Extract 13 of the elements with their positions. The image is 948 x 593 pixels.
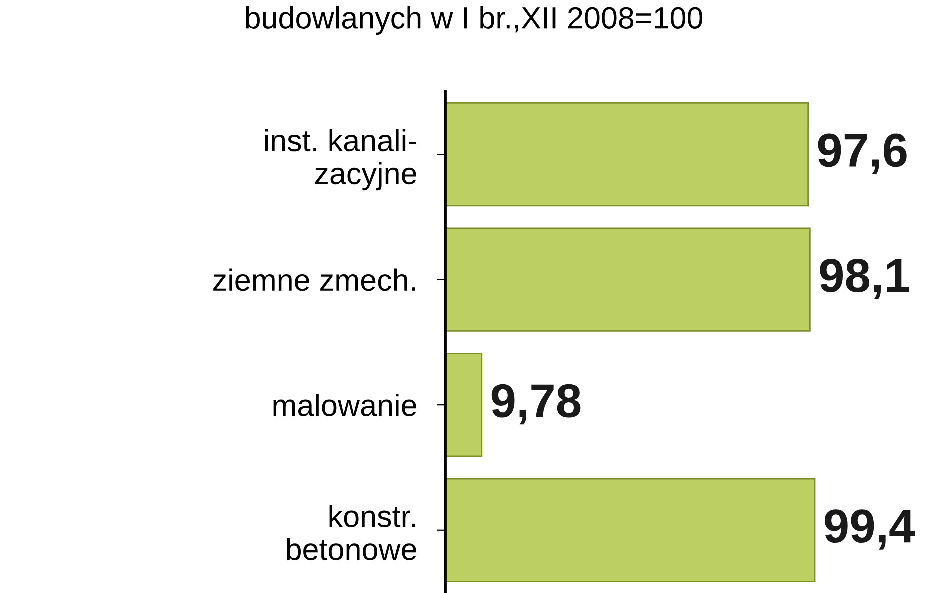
bar xyxy=(446,228,811,332)
chart-title: budowlanych w I br.,XII 2008=100 xyxy=(246,6,703,35)
data-label: 99,4 xyxy=(824,510,915,550)
y-tick-label: inst. kanali- zacyjne xyxy=(265,129,416,191)
data-label: 9,78 xyxy=(492,384,581,425)
y-tick-label: malowanie xyxy=(274,394,416,416)
bar xyxy=(446,478,816,582)
y-tick-label: konstr. betonowe xyxy=(287,505,416,560)
bar xyxy=(446,102,810,207)
data-label: 98,1 xyxy=(820,259,910,300)
y-tick-label: ziemne zmech. xyxy=(214,268,416,292)
data-label: 97,6 xyxy=(818,134,907,174)
bar xyxy=(446,353,483,458)
